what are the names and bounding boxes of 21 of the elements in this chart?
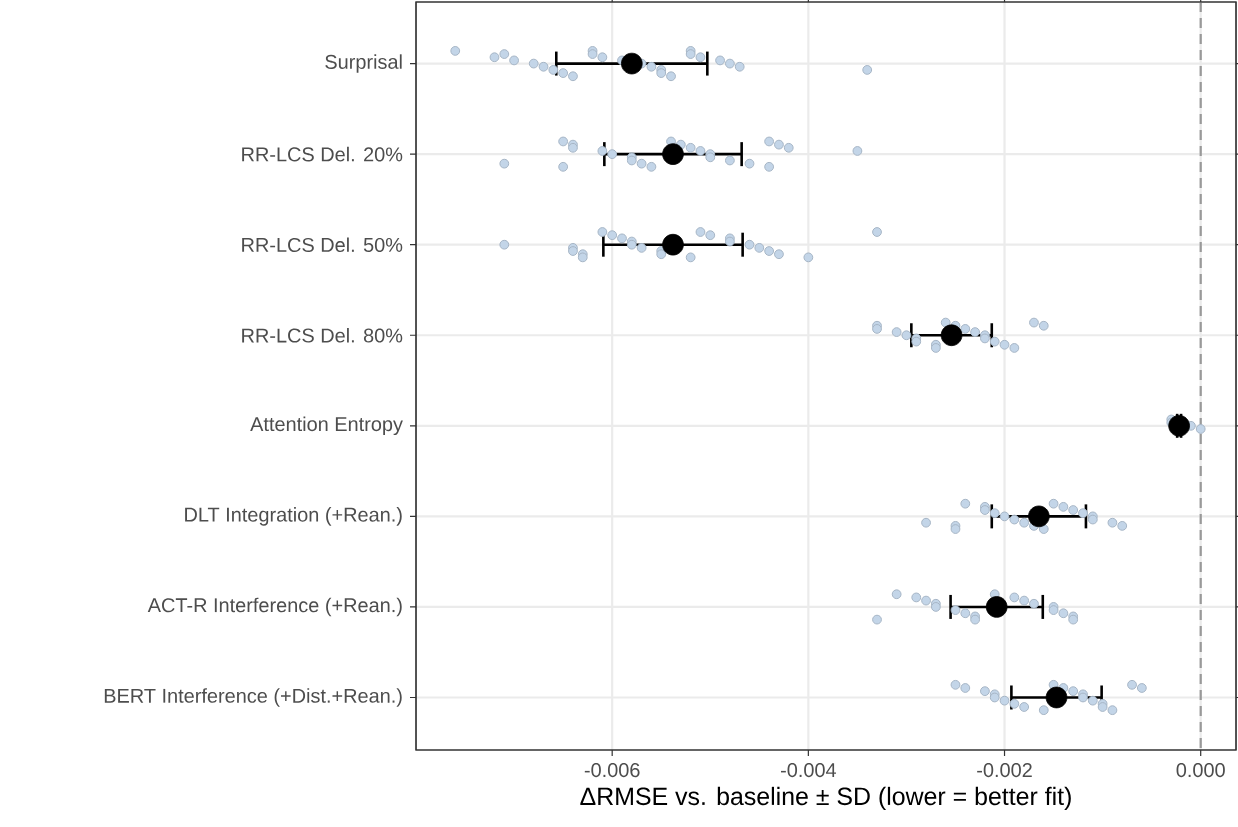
y-tick-label: RR-LCS Del. 20% <box>242 146 403 162</box>
point <box>985 596 1008 618</box>
y-tick-label: ACT-R Interference (+Rean.) <box>147 597 402 617</box>
x-axis-title: ΔRMSE vs. baseline ± SD (lower = better fit) <box>580 786 1071 811</box>
x-tick-label: -0.006 <box>584 763 640 778</box>
point <box>621 52 643 75</box>
point <box>662 233 684 256</box>
y-tick-label: Attention Entropy <box>250 416 403 436</box>
x-tick-label: -0.002 <box>977 763 1032 778</box>
point <box>1168 415 1190 437</box>
point <box>1028 505 1050 528</box>
y-tick-label: BERT Interference (+Dist.+Rean.) <box>104 688 402 707</box>
y-tick-label: RR-LCS Del. 50% <box>242 237 403 253</box>
point <box>1045 686 1068 709</box>
x-tick-label: 0.000 <box>1176 763 1225 778</box>
point <box>940 324 963 347</box>
y-tick-label: Surprisal <box>325 54 402 73</box>
x-tick-label: -0.004 <box>780 763 837 778</box>
y-tick-label: RR-LCS Del. 80% <box>242 327 403 343</box>
point <box>662 143 684 165</box>
y-tick-label: DLT Integration (+Rean.) <box>185 507 402 526</box>
